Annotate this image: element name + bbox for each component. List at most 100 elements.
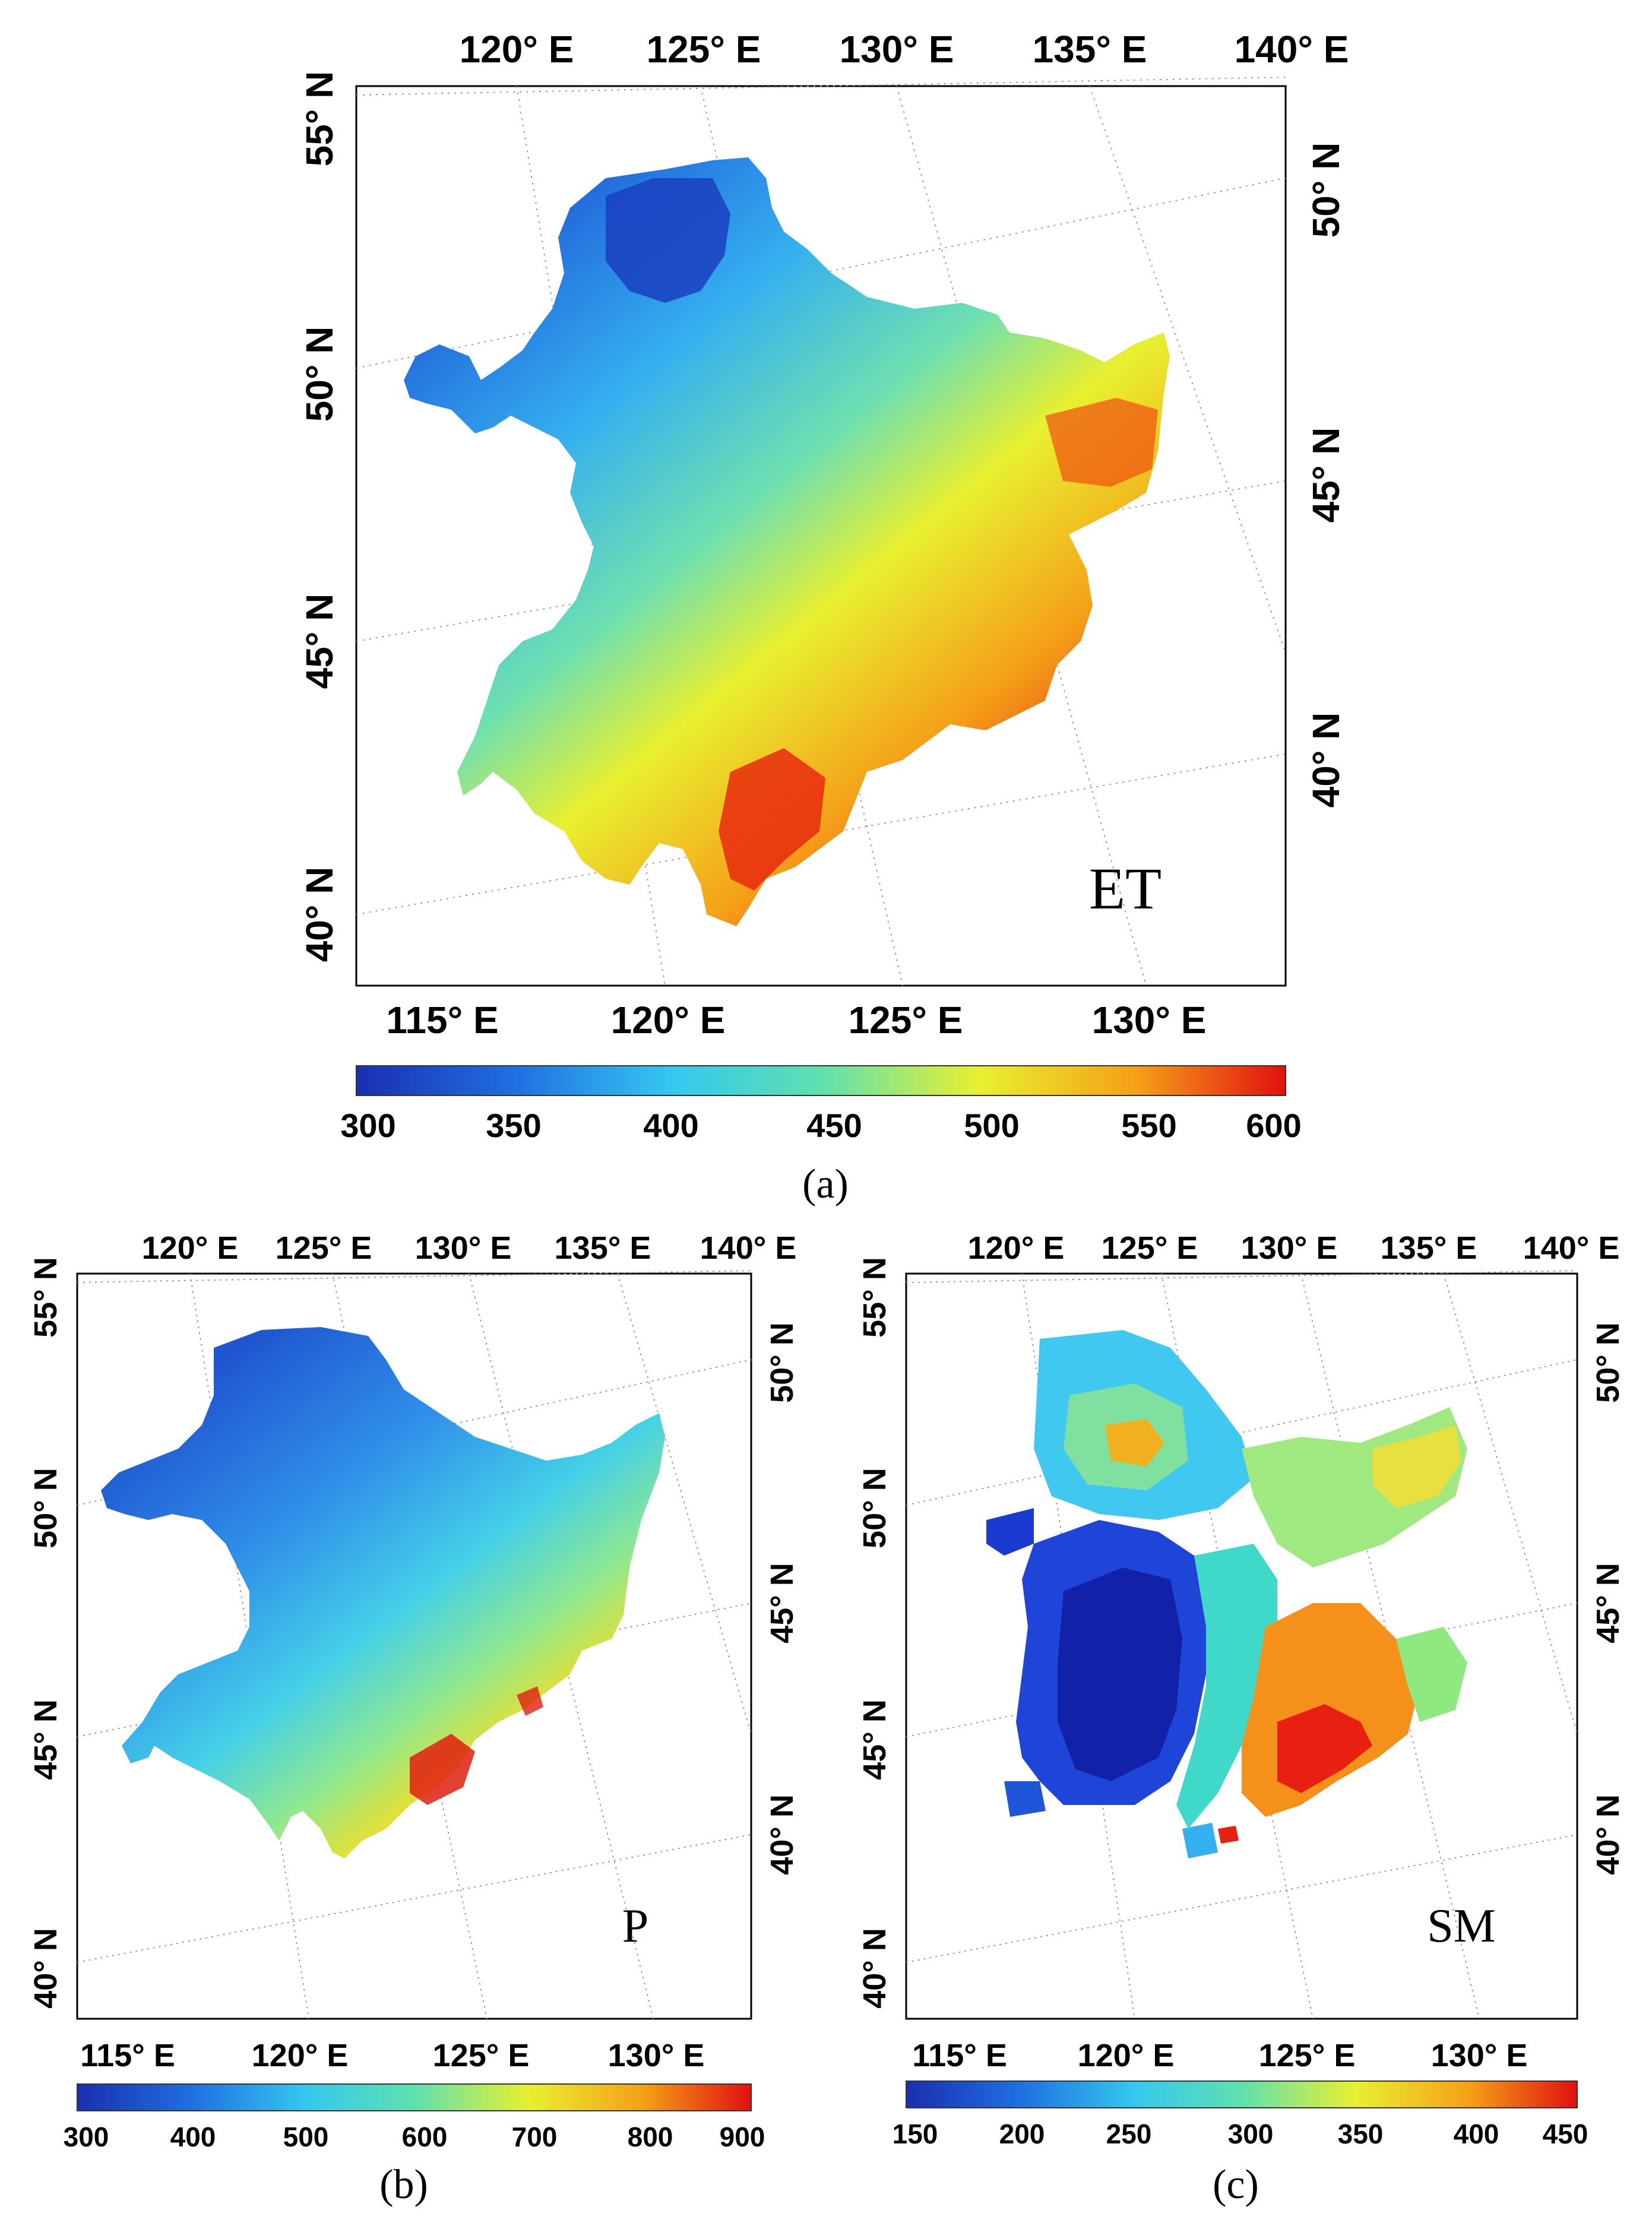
colorbar-tick-label: 300 (64, 2121, 109, 2152)
colorbar-tick-label: 500 (283, 2121, 329, 2152)
p-high-spot (517, 1686, 543, 1716)
bottom-lon-label: 120° E (252, 2038, 349, 2073)
colorbar-tick-label: 800 (628, 2121, 673, 2152)
colorbar-ticks-c: 150 200 250 300 350 400 450 (893, 2118, 1588, 2149)
bottom-lon-label: 115° E (80, 2038, 175, 2073)
top-lon-label: 140° E (1235, 28, 1349, 71)
colorbar-tick-label: 150 (893, 2118, 938, 2149)
top-lon-label: 135° E (1381, 1230, 1477, 1266)
left-lat-label: 45° N (298, 594, 341, 689)
panel-a: ET 120° E 125° E 130° E 135° E 140° E 11… (298, 28, 1349, 1207)
top-lon-label: 140° E (1523, 1230, 1620, 1266)
colorbar-tick-label: 450 (806, 1107, 862, 1144)
bottom-lon-label: 125° E (849, 999, 963, 1041)
colorbar-tick-label: 400 (170, 2121, 216, 2152)
top-lon-label: 120° E (460, 28, 574, 71)
colorbar-tick-label: 900 (720, 2121, 765, 2152)
top-lon-label: 125° E (647, 28, 761, 71)
right-lat-label: 50° N (1590, 1322, 1626, 1403)
et-high-core (719, 748, 825, 891)
sm-north-core (1105, 1419, 1164, 1467)
colorbar-tick-label: 250 (1106, 2118, 1152, 2149)
colorbar-ticks-b: 300 400 500 600 700 800 900 (64, 2121, 765, 2152)
top-lon-label: 120° E (142, 1230, 239, 1266)
colorbar-tick-label: 450 (1543, 2118, 1588, 2149)
bottom-lon-label: 120° E (1078, 2038, 1175, 2073)
bottom-lon-label: 125° E (1259, 2038, 1356, 2073)
et-region (404, 157, 1170, 926)
top-lon-label: 120° E (968, 1230, 1065, 1266)
bottom-lon-label: 130° E (1431, 2038, 1528, 2073)
panel-b: P 120° E 125° E 130° E 135° E 140° E 115… (0, 1211, 826, 2223)
right-lat-label: 45° N (1305, 428, 1347, 523)
left-lat-label: 40° N (857, 1928, 893, 2009)
right-lat-label: 50° N (1305, 142, 1347, 238)
sm-south-tail-red (1218, 1826, 1239, 1844)
right-lat-label: 45° N (1590, 1563, 1626, 1644)
top-lon-label: 130° E (1241, 1230, 1338, 1266)
colorbar-tick-label: 300 (340, 1107, 395, 1144)
colorbar-tick-label: 300 (1228, 2118, 1274, 2149)
p-high-core (410, 1734, 475, 1805)
colorbar-tick-label: 600 (402, 2121, 448, 2152)
colorbar-tick-label: 400 (643, 1107, 698, 1144)
variable-label-c: SM (1427, 1900, 1496, 1952)
colorbar-b (77, 2083, 752, 2111)
p-region (101, 1327, 665, 1858)
right-lat-label: 50° N (764, 1322, 800, 1403)
top-lon-label: 130° E (840, 28, 954, 71)
et-high-east (1045, 398, 1158, 487)
bottom-lon-label: 115° E (912, 2038, 1007, 2073)
sm-region (986, 1330, 1467, 1858)
caption-b: (b) (379, 2162, 428, 2208)
left-lat-label: 40° N (28, 1928, 64, 2009)
top-lon-label: 125° E (1102, 1230, 1198, 1266)
top-lon-label: 140° E (700, 1230, 797, 1266)
colorbar-tick-label: 200 (999, 2118, 1045, 2149)
et-low-core (606, 178, 730, 303)
left-lat-label: 50° N (857, 1468, 893, 1548)
colorbar-c (906, 2080, 1578, 2108)
bottom-lon-label: 130° E (608, 2038, 705, 2073)
sm-south-tail (1182, 1823, 1218, 1858)
left-lat-label: 55° N (857, 1257, 893, 1338)
left-lat-label: 50° N (298, 327, 341, 422)
left-lat-label: 55° N (298, 71, 341, 167)
right-lat-label: 40° N (764, 1794, 800, 1875)
sm-transition (1176, 1544, 1277, 1829)
panel-b-map: P 120° E 125° E 130° E 135° E 140° E 115… (28, 1230, 800, 2152)
sm-deep-blue (1058, 1568, 1182, 1781)
right-lat-label: 40° N (1590, 1794, 1626, 1875)
sm-southeast-green (1396, 1627, 1467, 1722)
colorbar-tick-label: 400 (1454, 2118, 1499, 2149)
colorbar-tick-label: 600 (1246, 1107, 1301, 1144)
panel-a-map: ET 120° E 125° E 130° E 135° E 140° E 11… (298, 28, 1349, 1144)
colorbar-a (356, 1065, 1286, 1096)
panel-c-map: SM 120° E 125° E 130° E 135° E 140° E 11… (857, 1230, 1626, 2149)
colorbar-tick-label: 350 (1338, 2118, 1384, 2149)
bottom-lon-label: 115° E (386, 999, 498, 1041)
colorbar-tick-label: 500 (964, 1107, 1019, 1144)
caption-c: (c) (1213, 2162, 1259, 2208)
sm-east-yellow (1372, 1425, 1461, 1508)
top-lon-label: 130° E (415, 1230, 512, 1266)
right-lat-label: 40° N (1305, 712, 1347, 808)
colorbar-ticks-a: 300 350 400 450 500 550 600 (340, 1107, 1301, 1144)
top-lon-label: 135° E (555, 1230, 651, 1266)
variable-label-b: P (622, 1900, 649, 1952)
left-lat-label: 45° N (857, 1699, 893, 1780)
sm-west-blue (986, 1508, 1034, 1556)
sm-southwest-tail (1004, 1781, 1046, 1817)
colorbar-tick-label: 550 (1121, 1107, 1176, 1144)
bottom-lon-label: 130° E (1092, 999, 1207, 1041)
left-lat-label: 40° N (298, 867, 341, 962)
right-lat-label: 45° N (764, 1563, 800, 1644)
bottom-lon-label: 125° E (433, 2038, 530, 2073)
left-lat-label: 50° N (28, 1468, 64, 1548)
top-lon-label: 135° E (1033, 28, 1147, 71)
colorbar-tick-label: 700 (512, 2121, 558, 2152)
sm-south-red (1277, 1704, 1372, 1793)
variable-label-a: ET (1089, 856, 1162, 922)
caption-a: (a) (802, 1161, 849, 1207)
left-lat-label: 45° N (28, 1699, 64, 1780)
